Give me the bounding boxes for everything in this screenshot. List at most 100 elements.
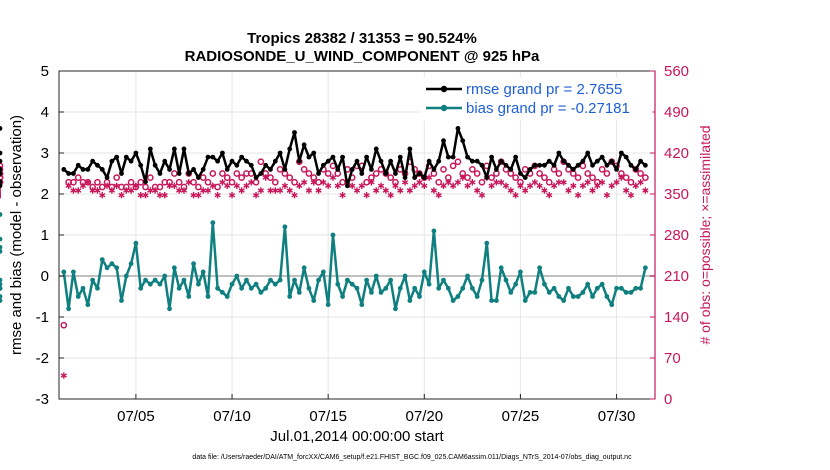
obs-possible-point [478, 178, 486, 186]
asterisk-stroke [565, 188, 572, 193]
obs-assimilated-point [598, 179, 606, 186]
bias-point [522, 298, 528, 303]
rmse-point [119, 171, 124, 176]
rmse-point [426, 158, 432, 164]
obs-assimilated-point [579, 182, 587, 189]
rmse-point [465, 154, 470, 160]
bias-point [114, 265, 120, 271]
obs-possible-point [512, 174, 519, 181]
obs-assimilated-point [618, 174, 625, 181]
asterisk-stroke [60, 373, 67, 378]
obs-possible-point [195, 183, 202, 191]
obs-possible-point [435, 178, 443, 186]
obs-possible-point [584, 170, 592, 177]
obs-assimilated-point [541, 187, 548, 194]
rmse-point [354, 158, 360, 164]
bias-point [306, 285, 312, 291]
bias-point [570, 294, 576, 299]
obs-assimilated-point [536, 182, 543, 189]
asterisk-stroke [416, 180, 423, 185]
asterisk-stroke [522, 188, 529, 193]
asterisk-stroke [252, 192, 260, 198]
obs-assimilated-point [358, 182, 365, 189]
rmse-point [330, 154, 336, 160]
asterisk-stroke [401, 180, 409, 185]
asterisk-stroke [185, 180, 192, 185]
asterisk-stroke [233, 183, 240, 189]
bias-point [71, 269, 76, 275]
asterisk-stroke [411, 183, 418, 189]
obs-assimilated-point [127, 187, 135, 194]
bias-point [0, 212, 3, 217]
asterisk-stroke [430, 188, 438, 193]
bias-point [119, 298, 124, 303]
asterisk-stroke [608, 183, 615, 189]
y-right-tick-label: 490 [664, 104, 689, 121]
obs-assimilated-point [233, 182, 240, 189]
obs-assimilated-point [262, 174, 269, 181]
bias-point [0, 285, 3, 291]
obs-possible-point [387, 174, 394, 181]
rmse-point [412, 175, 418, 181]
rmse-point [373, 146, 379, 152]
obs-assimilated-point [286, 187, 293, 194]
bias-point [551, 285, 557, 291]
obs-assimilated-point [228, 191, 236, 199]
asterisk-stroke [632, 183, 639, 189]
bias-point [407, 298, 413, 303]
bias-point [325, 302, 331, 308]
obs-possible-point [363, 178, 370, 186]
bias-point [176, 285, 182, 291]
obs-assimilated-point [560, 179, 567, 186]
obs-assimilated-point [185, 179, 192, 186]
bias-point [335, 281, 341, 287]
y-tick-label: 5 [41, 63, 49, 80]
x-axis-label: Jul.01,2014 00:00:00 start [270, 428, 444, 445]
obs-possible-point [372, 170, 380, 177]
y-right-tick-label: 0 [664, 391, 672, 408]
asterisk-stroke [594, 183, 601, 189]
y-right-tick-label: 70 [664, 350, 681, 367]
obs-possible-point [449, 162, 457, 170]
bias-point [623, 290, 629, 295]
obs-possible-point [0, 166, 4, 173]
asterisk-stroke [349, 183, 356, 189]
bias-point [518, 269, 523, 275]
asterisk-stroke [488, 183, 495, 189]
obs-assimilated-point [103, 182, 111, 189]
obs-assimilated-point [204, 187, 212, 194]
asterisk-stroke [550, 183, 558, 189]
asterisk-stroke [142, 192, 149, 198]
bias-point [369, 290, 374, 295]
asterisk-stroke [536, 183, 543, 189]
obs-assimilated-point [512, 191, 519, 199]
bias-point [489, 298, 494, 303]
bias-point [143, 277, 148, 283]
obs-assimilated-point [248, 179, 255, 186]
bias-point [205, 294, 211, 299]
rmse-point [551, 162, 557, 168]
bias-point [224, 294, 230, 299]
bias-point [503, 277, 509, 283]
bias-point [455, 294, 461, 299]
obs-assimilated-point [310, 179, 317, 186]
rmse-point [474, 158, 480, 164]
rmse-point [80, 167, 86, 172]
rmse-point [489, 154, 494, 160]
obs-possible-point [555, 170, 563, 177]
obs-assimilated-point [252, 191, 260, 199]
asterisk-stroke [421, 183, 428, 189]
asterisk-stroke [161, 192, 168, 198]
obs-possible-point [175, 178, 183, 186]
asterisk-stroke [103, 183, 111, 189]
obs-assimilated-point [632, 182, 639, 189]
rmse-point [614, 167, 619, 172]
obs-assimilated-point [65, 182, 72, 189]
obs-assimilated-point [281, 182, 289, 189]
rmse-point [618, 150, 624, 156]
asterisk-stroke [377, 183, 385, 189]
rmse-point [498, 158, 504, 164]
obs-assimilated-point [642, 187, 649, 194]
rmse-point [143, 179, 148, 185]
